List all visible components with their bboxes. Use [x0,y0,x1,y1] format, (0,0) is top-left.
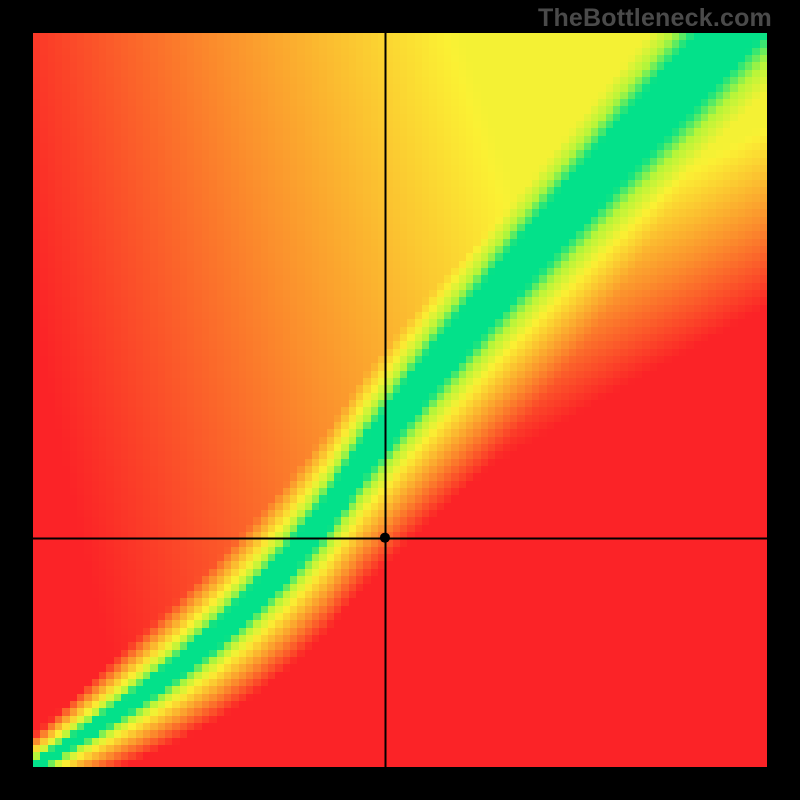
plot-area [33,33,767,767]
figure-root: TheBottleneck.com [0,0,800,800]
heatmap-canvas [33,33,767,767]
watermark-label: TheBottleneck.com [538,4,772,33]
